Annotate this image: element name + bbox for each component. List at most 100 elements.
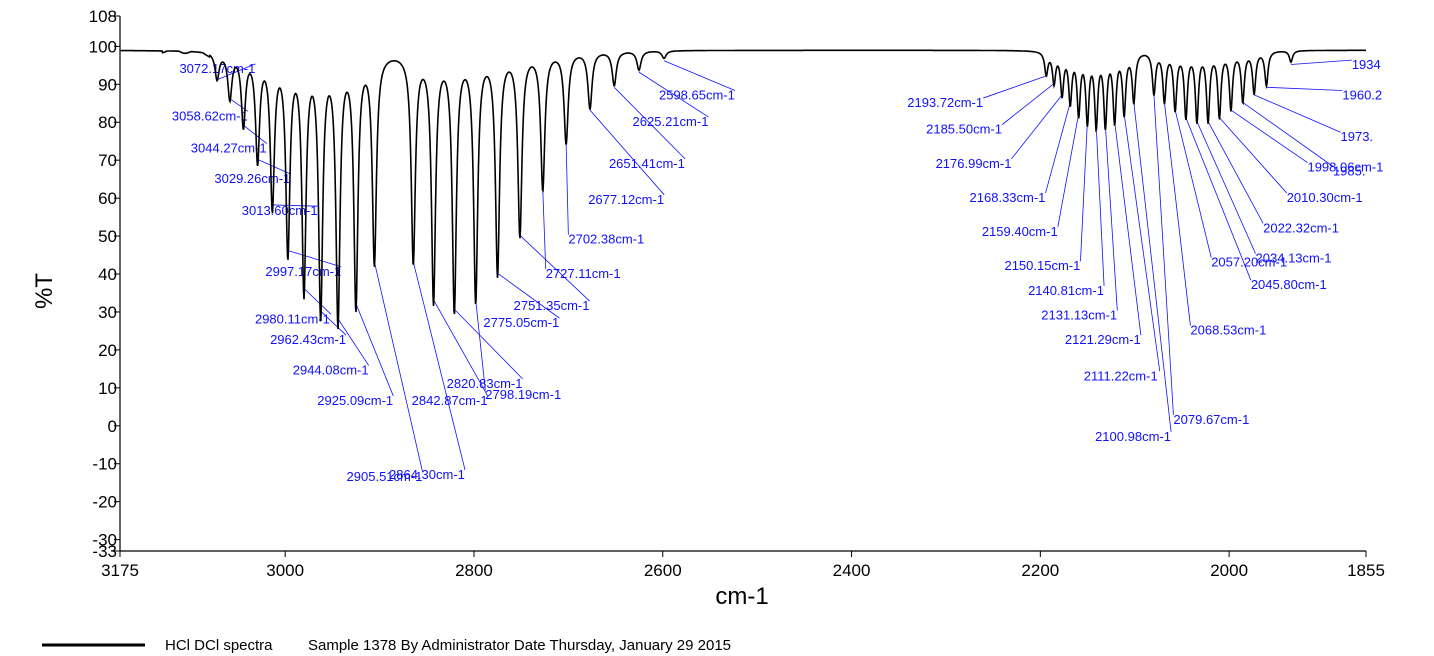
y-tick-label: 60 [98, 189, 117, 208]
y-tick-label: 80 [98, 113, 117, 132]
peak-leader-line [337, 318, 370, 366]
peak-leader-line [519, 234, 590, 302]
peak-label: 2111.22cm-1 [1084, 368, 1158, 383]
x-tick-label: 2400 [833, 561, 871, 580]
peak-label: 2159.40cm-1 [982, 224, 1058, 239]
peak-leader-line [1001, 83, 1055, 125]
peak-label: 2121.29cm-1 [1065, 332, 1141, 347]
peak-label: 1973. [1341, 129, 1374, 144]
y-tick-label: 50 [98, 227, 117, 246]
peak-label: 2702.38cm-1 [568, 232, 644, 247]
peak-leader-line [1011, 94, 1063, 160]
peak-label: 2751.35cm-1 [514, 298, 590, 313]
peak-label: 1934 [1352, 57, 1381, 72]
peak-label: 2651.41cm-1 [609, 156, 685, 171]
peak-label: 2034.13cm-1 [1256, 251, 1332, 266]
peak-leader-line [1104, 125, 1118, 311]
y-tick-label: 70 [98, 151, 117, 170]
peak-label: 3072.17cm-1 [179, 61, 255, 76]
peak-leader-line [272, 204, 318, 207]
x-axis-title: cm-1 [715, 583, 768, 610]
peak-label: 2944.08cm-1 [293, 363, 369, 378]
peak-leader-line [243, 124, 268, 144]
peak-label: 2022.32cm-1 [1263, 220, 1339, 235]
y-tick-label: 0 [108, 417, 117, 436]
peak-leader-line [454, 308, 523, 380]
peak-leader-line [1196, 121, 1256, 254]
peak-leader-line [589, 109, 665, 196]
peak-leader-line [613, 87, 686, 160]
peak-leader-line [1266, 86, 1343, 91]
peak-label: 2798.19cm-1 [485, 387, 561, 402]
peak-label: 1985. [1333, 163, 1366, 178]
y-tick-label: 100 [89, 37, 117, 56]
peak-leader-line [1219, 117, 1288, 194]
peak-leader-line [638, 71, 709, 118]
legend-series-name: HCl DCl spectra [165, 637, 273, 654]
peak-leader-line [1253, 94, 1341, 133]
peak-leader-line [216, 63, 256, 81]
peak-leader-line [1242, 102, 1334, 167]
peak-leader-line [1174, 109, 1212, 258]
peak-leader-line [497, 272, 560, 319]
y-tick-label: 108 [89, 7, 117, 26]
peak-leader-line [1185, 117, 1252, 281]
peak-leader-line [355, 303, 394, 397]
peak-label: 2625.21cm-1 [633, 114, 709, 129]
peak-leader-line [663, 60, 736, 91]
peak-label: 2598.65cm-1 [659, 87, 735, 102]
peak-label: 1998.06cm-1 [1307, 160, 1383, 175]
peak-leader-line [1114, 121, 1142, 336]
peak-leader-line [983, 75, 1047, 99]
peak-leader-line [1095, 125, 1105, 286]
peak-label: 2176.99cm-1 [936, 156, 1012, 171]
peak-label: 2677.12cm-1 [588, 192, 664, 207]
spectrum-line [120, 49, 1366, 330]
peak-labels: 3072.17cm-1 3058.62cm-1 3044.27cm-1 3029.26… [172, 57, 1383, 484]
peak-leader-line [373, 261, 423, 472]
peak-label: 2905.51cm-1 [347, 469, 423, 484]
legend-sample-info: Sample 1378 By Administrator Date Thursd… [308, 637, 731, 654]
peak-leader-line [1057, 113, 1080, 228]
peak-label: 2727.11cm-1 [546, 266, 621, 281]
y-tick-label: -30 [92, 531, 117, 550]
peak-leader-line [303, 288, 332, 315]
peak-leader-line [1045, 102, 1071, 194]
peak-leader-line [1164, 102, 1191, 326]
peak-label: 3058.62cm-1 [172, 108, 248, 123]
peak-leader-line [1207, 121, 1264, 224]
peak-label: 2980.11cm-1 [255, 311, 330, 326]
peak-leader-line [1080, 121, 1088, 262]
x-tick-label: 2200 [1021, 561, 1059, 580]
y-tick-label: 20 [98, 341, 117, 360]
peak-leader-line [433, 299, 489, 397]
x-tick-label: 2000 [1210, 561, 1248, 580]
x-tick-label: 3175 [101, 561, 139, 580]
y-axis-title: %T [31, 273, 58, 309]
y-tick-label: 10 [98, 379, 117, 398]
peak-label: 2842.87cm-1 [412, 393, 488, 408]
y-tick-label: -20 [92, 493, 117, 512]
peak-leader-line [1290, 59, 1352, 65]
peak-leader-line [1153, 94, 1174, 415]
y-tick-label: 40 [98, 265, 117, 284]
peak-leader-line [1133, 102, 1172, 433]
peak-label: 3044.27cm-1 [191, 141, 267, 156]
x-tick-label: 2800 [455, 561, 493, 580]
peak-label: 2925.09cm-1 [317, 393, 393, 408]
peak-leader-line [1123, 113, 1161, 372]
axes: 1081009080706050403020100-10-20-30-33317… [89, 7, 1385, 580]
peak-label: 2962.43cm-1 [270, 332, 346, 347]
peak-leader-line [565, 144, 569, 235]
peak-label: 2185.50cm-1 [926, 122, 1002, 137]
peak-leader-line [1230, 109, 1308, 163]
peak-leader-line [412, 261, 466, 471]
y-tick-label: 90 [98, 75, 117, 94]
peak-label: 2775.05cm-1 [483, 315, 559, 330]
x-tick-label: 3000 [266, 561, 304, 580]
peak-label: 2010.30cm-1 [1287, 190, 1363, 205]
peak-leader-line [287, 250, 342, 268]
peak-label: 2140.81cm-1 [1028, 283, 1104, 298]
y-tick-label: -33 [92, 542, 117, 561]
